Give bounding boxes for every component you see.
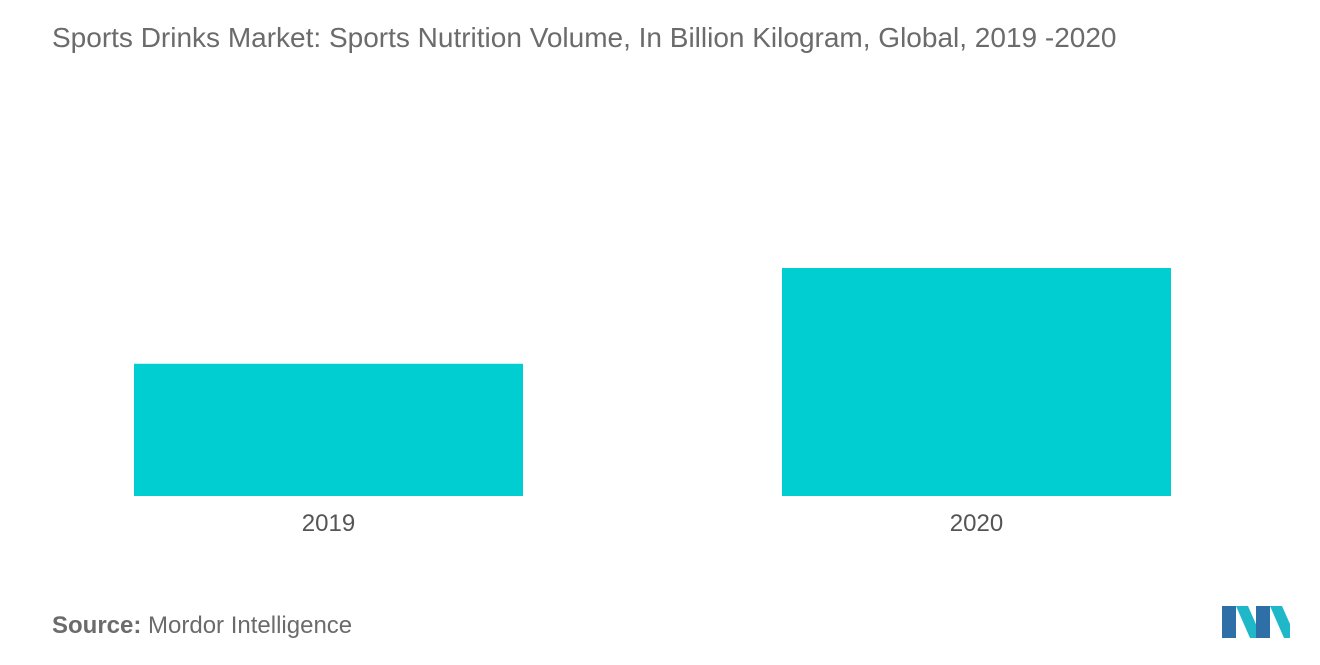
source-label: Source: <box>52 612 142 639</box>
source-text: Mordor Intelligence <box>148 612 353 639</box>
mordor-intelligence-logo-icon <box>1222 606 1290 638</box>
bar-2020 <box>782 268 1171 496</box>
bars-layer <box>134 268 1171 496</box>
chart-title: Sports Drinks Market: Sports Nutrition V… <box>52 22 1117 53</box>
bar-2019 <box>134 363 523 496</box>
source-line: Source: Mordor Intelligence <box>52 612 352 640</box>
x-tick-label-2020: 2020 <box>950 510 1003 537</box>
x-axis-ticks: 2019 2020 <box>302 510 1003 537</box>
x-tick-label-2019: 2019 <box>302 510 355 537</box>
